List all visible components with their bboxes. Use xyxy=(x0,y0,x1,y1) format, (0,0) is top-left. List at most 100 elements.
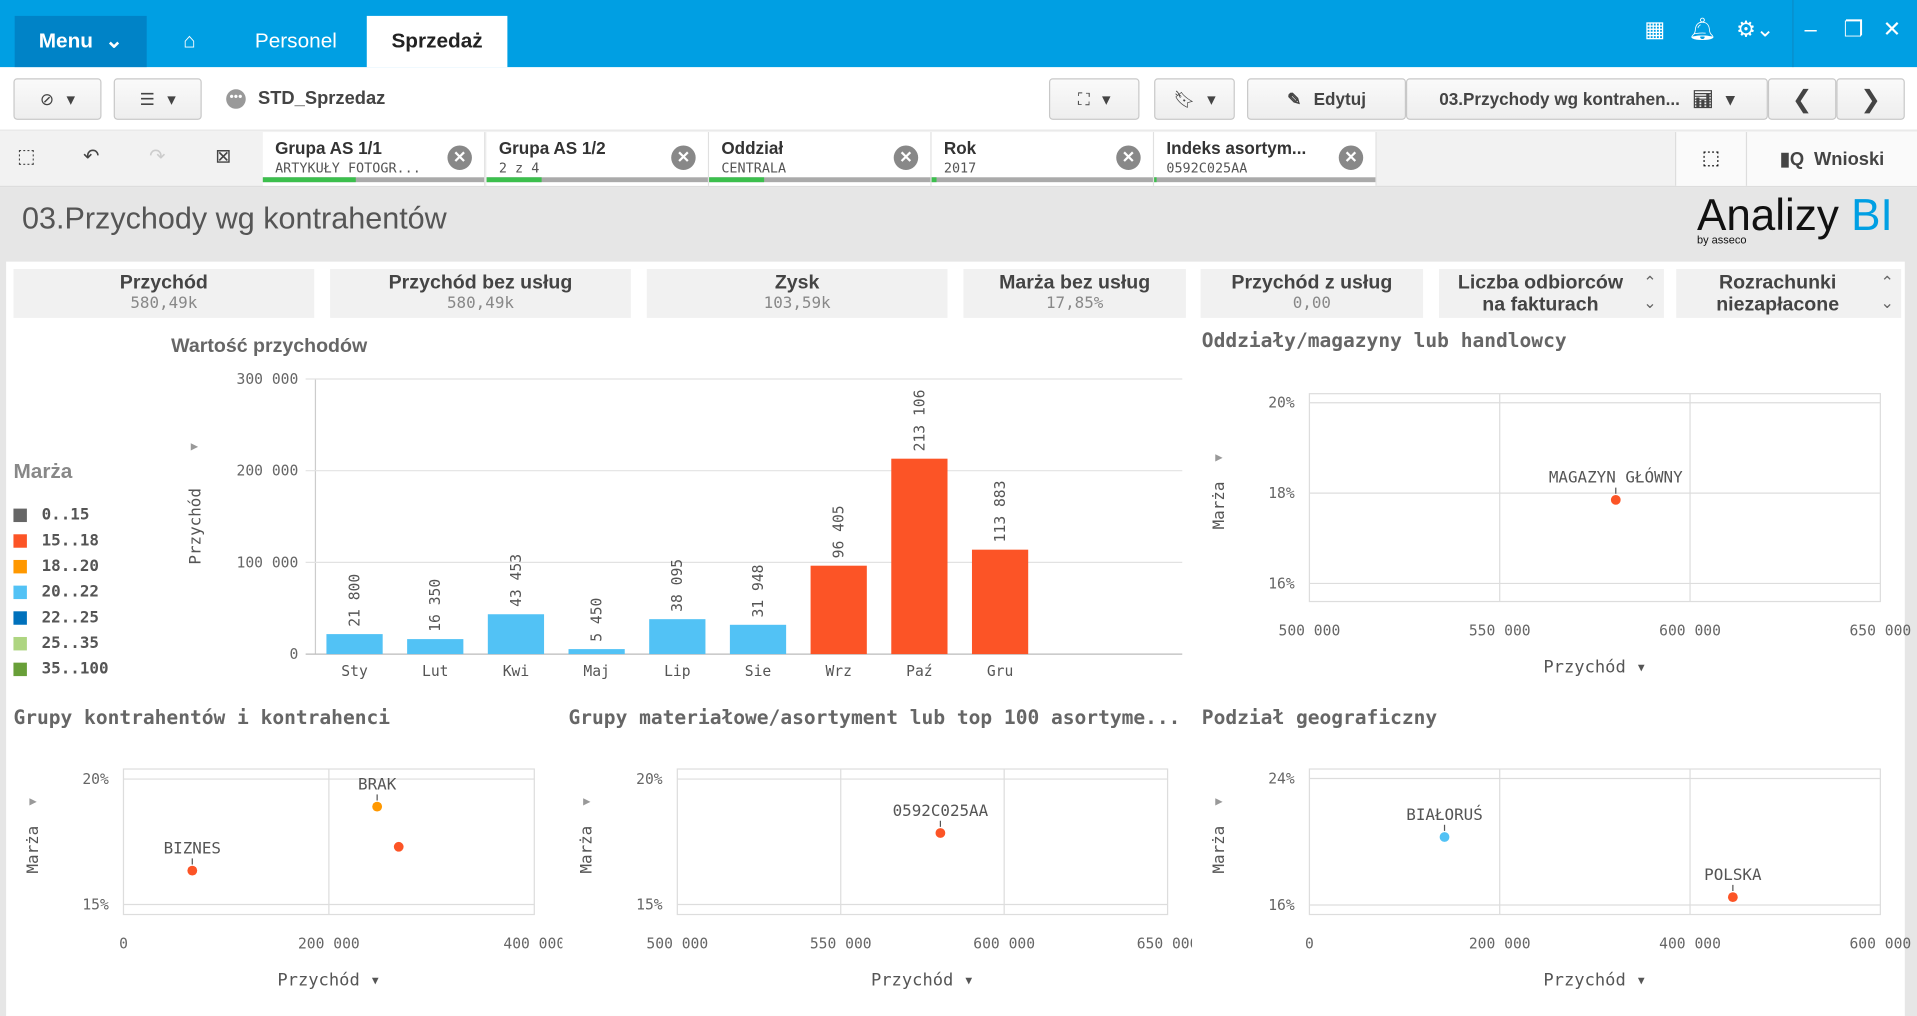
sheet-selector[interactable]: 03.Przychody wg kontrahen... 📊︎ ▾ xyxy=(1405,78,1768,120)
sheets-list-button[interactable]: ☰ ▾ xyxy=(113,78,202,120)
y-tick-label: 18% xyxy=(1268,485,1295,502)
data-point xyxy=(1439,832,1450,842)
selection-fill-bar xyxy=(486,177,708,183)
previous-sheet-button[interactable]: ❮ xyxy=(1767,78,1837,120)
compass-icon: ⊘ xyxy=(39,88,55,109)
tab-personel[interactable]: Personel xyxy=(254,29,337,53)
y-tick-label: 16% xyxy=(1268,575,1295,592)
tab-sprzedaz[interactable]: Sprzedaż xyxy=(366,15,508,68)
clear-selection-icon[interactable]: ✕ xyxy=(893,145,919,170)
scroll-arrows-icon[interactable]: ⌃ ⌄ xyxy=(1643,272,1657,312)
home-icon[interactable]: ⌂ xyxy=(183,29,196,53)
y-tick-label: 15% xyxy=(82,896,109,913)
legend-item[interactable]: 18..20 xyxy=(13,558,99,576)
data-label: 21 800 xyxy=(346,574,363,627)
scroll-arrows-icon[interactable]: ⌃ ⌄ xyxy=(1880,272,1894,312)
edit-button[interactable]: ✎ Edytuj xyxy=(1247,78,1406,120)
legend-item[interactable]: 35..100 xyxy=(13,660,109,679)
x-tick-label: 650 000 xyxy=(1849,623,1911,640)
pencil-icon: ✎ xyxy=(1287,88,1302,109)
data-label: 16 350 xyxy=(427,579,444,632)
selection-tool-icon[interactable]: ⬚ xyxy=(1674,132,1746,186)
clear-selections-icon[interactable]: ⊠ xyxy=(215,146,232,168)
y-axis-label: Marża xyxy=(577,826,596,874)
close-icon[interactable]: ✕ xyxy=(1882,17,1902,42)
legend-item[interactable]: 25..35 xyxy=(13,635,99,653)
data-label: 113 883 xyxy=(992,481,1009,543)
app-name: STD_Sprzedaz xyxy=(257,88,386,109)
bell-icon[interactable]: 🔔︎ xyxy=(1688,17,1717,42)
legend-swatch xyxy=(13,534,27,548)
legend-item[interactable]: 20..22 xyxy=(13,583,99,602)
y-tick-label: 24% xyxy=(1268,770,1295,787)
legend-swatch xyxy=(13,559,27,574)
grid-icon[interactable]: ▦ xyxy=(1644,17,1666,42)
x-tick-label: 600 000 xyxy=(1849,936,1911,953)
selection-chip[interactable]: Grupa AS 1/2 2 z 4 ✕ xyxy=(486,132,710,186)
y-axis-label: Marża xyxy=(23,826,42,874)
bar xyxy=(568,649,625,655)
minimize-icon[interactable]: – xyxy=(1804,17,1817,42)
clear-selection-icon[interactable]: ✕ xyxy=(671,145,696,170)
data-label: 38 095 xyxy=(669,559,686,612)
selection-chip[interactable]: Oddział CENTRALA ✕ xyxy=(709,132,932,186)
kpi-box[interactable]: Zysk 103,59k xyxy=(646,268,948,318)
x-tick-label: Kwi xyxy=(503,663,529,680)
legend-swatch xyxy=(13,662,27,677)
x-tick-label: Maj xyxy=(583,663,609,680)
bookmarks-button[interactable]: 🔖︎ ▾ xyxy=(1154,78,1235,120)
bar xyxy=(407,639,464,655)
clear-selection-icon[interactable]: ✕ xyxy=(447,145,472,170)
navigation-button[interactable]: ⊘ ▾ xyxy=(13,78,102,120)
x-tick-label: 650 000 xyxy=(1137,936,1192,953)
step-back-icon[interactable]: ↶ xyxy=(83,146,100,168)
legend-item[interactable]: 22..25 xyxy=(13,609,99,627)
y-tick-label: 15% xyxy=(636,896,663,913)
x-tick-label: 200 000 xyxy=(1469,936,1531,953)
legend-item[interactable]: 15..18 xyxy=(13,532,99,550)
x-tick-label: Lut xyxy=(422,663,448,680)
story-button[interactable]: ⛶ ▾ xyxy=(1048,78,1140,120)
selection-fill-bar xyxy=(1154,177,1376,183)
selection-chip[interactable]: Rok 2017 ✕ xyxy=(931,132,1155,186)
y-tick-label: 20% xyxy=(636,771,663,788)
insights-icon: ▮Q xyxy=(1779,149,1805,170)
menu-button[interactable]: Menu ⌄ xyxy=(14,15,147,68)
kpi-box[interactable]: Liczba odbiorców na fakturach ⌃ ⌄ xyxy=(1439,268,1664,318)
legend-swatch xyxy=(13,508,27,523)
y-tick-label: 200 000 xyxy=(237,463,299,480)
plot-frame xyxy=(676,768,1169,916)
restore-icon[interactable]: ❐ xyxy=(1843,17,1864,42)
clear-selection-icon[interactable]: ✕ xyxy=(1116,145,1141,170)
insights-button[interactable]: ▮Q Wnioski xyxy=(1745,132,1917,186)
x-tick-label: Sty xyxy=(341,663,368,680)
step-forward-icon[interactable]: ↷ xyxy=(149,146,166,168)
data-label: 213 106 xyxy=(911,390,928,452)
x-tick-label: 0 xyxy=(119,936,128,953)
legend-item[interactable]: 0..15 xyxy=(13,506,89,524)
scatter-geo: Podział geograficzny 0 200 000 400 000 600 0… xyxy=(1202,707,1911,991)
x-tick-label: 600 000 xyxy=(973,936,1035,953)
y-tick-label: 300 000 xyxy=(237,371,299,388)
selection-chip[interactable]: Grupa AS 1/1 ARTYKUŁY FOTOGR... ✕ xyxy=(262,132,486,186)
x-tick-label: 400 000 xyxy=(503,936,562,953)
divider xyxy=(1792,0,1794,68)
legend-swatch xyxy=(13,585,27,600)
kpi-box[interactable]: Przychód 580,49k xyxy=(13,268,315,318)
gear-icon[interactable]: ⚙⌄ xyxy=(1736,17,1775,42)
list-icon: ☰ xyxy=(139,88,155,109)
kpi-box[interactable]: Przychód bez usług 580,49k xyxy=(330,268,631,318)
y-tick-label: 100 000 xyxy=(237,554,299,571)
chart-title: Grupy kontrahentów i kontrahenci xyxy=(13,707,390,729)
x-axis-label: Przychód ▾ xyxy=(277,970,380,990)
selection-chip[interactable]: Indeks asortym... 0592C025AA ✕ xyxy=(1154,132,1377,186)
kpi-box[interactable]: Przychód z usług 0,00 xyxy=(1200,268,1424,318)
next-sheet-button[interactable]: ❯ xyxy=(1836,78,1905,120)
kpi-box[interactable]: Rozrachunki niezapłacone ⌃ ⌄ xyxy=(1676,268,1902,318)
smart-search-icon[interactable]: ⬚ xyxy=(17,146,36,168)
kpi-box[interactable]: Marża bez usług 17,85% xyxy=(963,268,1186,318)
clear-selection-icon[interactable]: ✕ xyxy=(1338,145,1364,170)
y-tick-label: 20% xyxy=(82,771,109,788)
app-menu-icon[interactable]: ••• xyxy=(226,89,246,109)
data-point xyxy=(1727,892,1738,902)
